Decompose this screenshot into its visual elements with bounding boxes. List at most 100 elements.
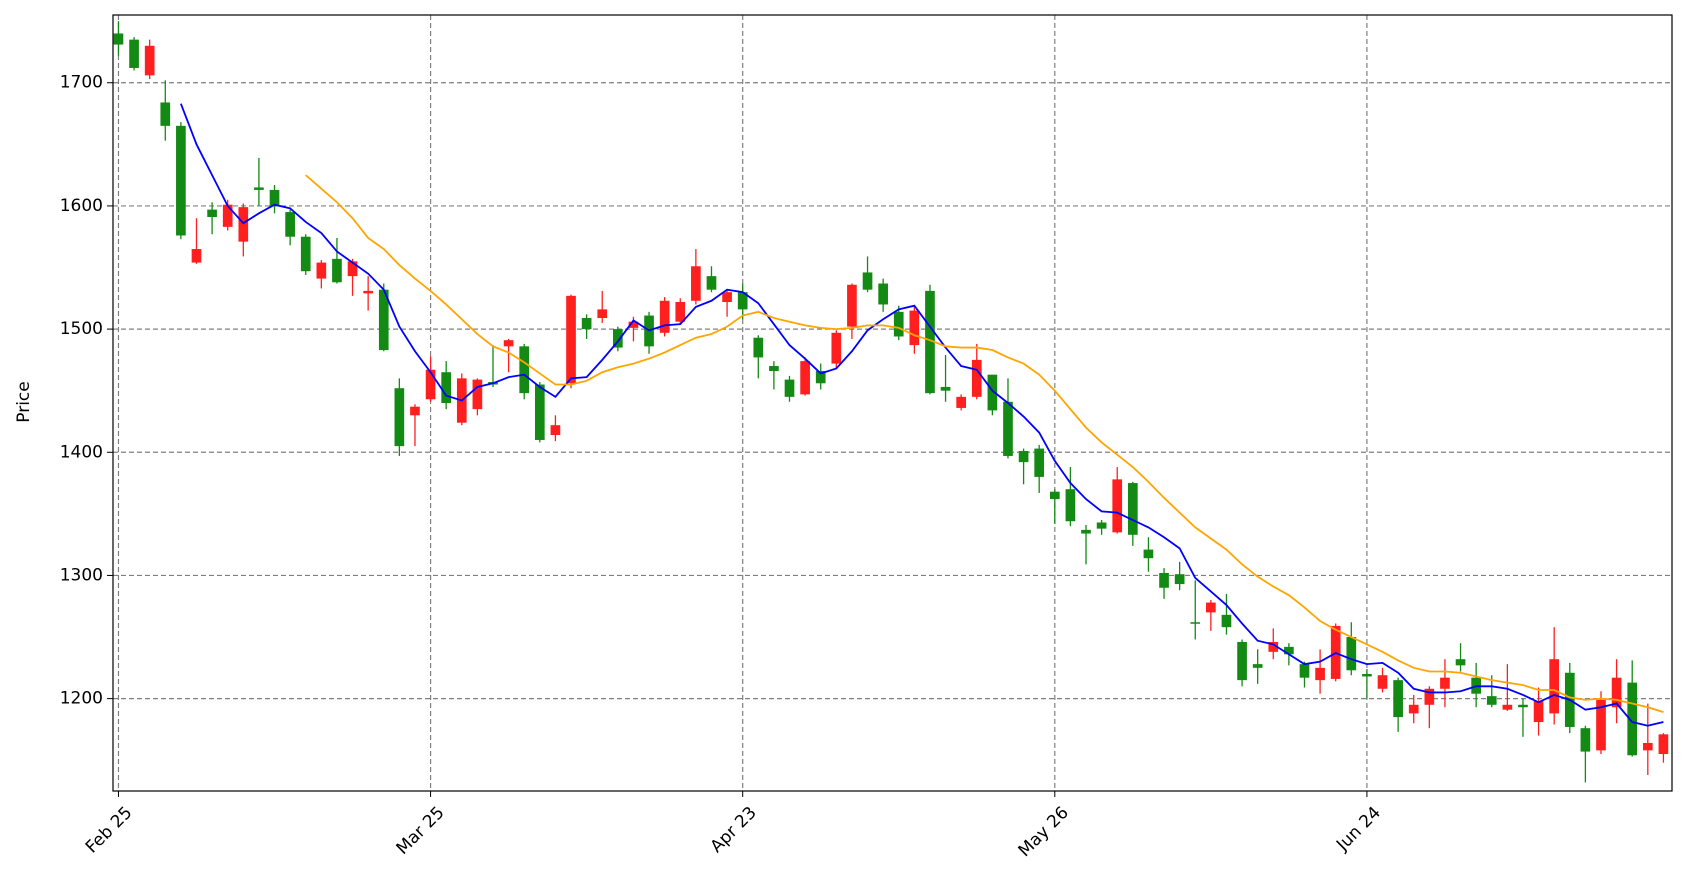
- candle-body: [893, 311, 904, 337]
- candle-body: [519, 346, 530, 394]
- candle-body: [1127, 483, 1138, 535]
- candle-body: [410, 406, 420, 416]
- candle-body: [1518, 704, 1528, 708]
- candle-body: [176, 125, 186, 236]
- candle-body: [847, 284, 857, 327]
- candle-body: [222, 204, 233, 227]
- candle-body: [1658, 734, 1669, 755]
- y-axis-label: Price: [14, 381, 34, 422]
- candle-body: [1315, 667, 1325, 681]
- candle-body: [659, 300, 670, 333]
- candle-body: [1346, 637, 1357, 671]
- candle-body: [581, 318, 592, 330]
- candle-body: [815, 370, 826, 384]
- candle-body: [1174, 574, 1185, 585]
- candle-body: [1237, 641, 1247, 681]
- candle-body: [566, 295, 576, 384]
- candle-body: [1018, 451, 1029, 463]
- candle-body: [1221, 614, 1232, 628]
- candle-body: [285, 212, 295, 237]
- candle-body: [1362, 673, 1372, 677]
- candle-body: [472, 379, 483, 410]
- candle-body: [1299, 664, 1310, 678]
- candle-body: [1486, 696, 1497, 705]
- candle-body: [956, 396, 967, 408]
- x-tick-label: May 26: [1015, 803, 1073, 861]
- candle-body: [207, 209, 217, 218]
- moving-average-line: [305, 174, 1664, 714]
- candle-body: [769, 366, 779, 371]
- candle-body: [1642, 742, 1653, 751]
- candle-body: [1393, 680, 1403, 718]
- candle-body: [909, 310, 920, 346]
- candle-body: [1049, 491, 1060, 500]
- candle-body: [1112, 479, 1123, 533]
- candle-body: [316, 262, 327, 279]
- candle-body: [332, 258, 342, 283]
- candle-body: [675, 301, 686, 322]
- candle-body: [971, 359, 982, 397]
- candle-body: [503, 340, 514, 347]
- candle-body: [940, 386, 951, 391]
- candle-body: [737, 292, 748, 310]
- candle-body: [1206, 602, 1216, 613]
- x-tick-label: Apr 23: [707, 803, 761, 857]
- candle-body: [1284, 646, 1294, 655]
- candle-body: [1408, 704, 1419, 714]
- candle-body: [1096, 522, 1107, 529]
- candle-body: [144, 45, 155, 76]
- y-tick-label: 1600: [60, 196, 103, 216]
- candle-body: [1580, 728, 1591, 752]
- candle-body: [1502, 704, 1513, 710]
- candle-body: [1268, 641, 1279, 652]
- y-tick-label: 1500: [60, 319, 103, 339]
- candle-body: [550, 425, 561, 436]
- candle-body: [925, 290, 935, 394]
- candle-body: [347, 261, 358, 277]
- candle-body: [1377, 675, 1388, 689]
- candle-body: [191, 249, 202, 263]
- candle-body: [1081, 529, 1091, 534]
- candle-body: [628, 321, 639, 328]
- moving-average-line: [180, 103, 1664, 727]
- candle-body: [300, 236, 311, 272]
- candle-body: [987, 374, 998, 411]
- candle-body: [878, 283, 888, 305]
- candle-body: [394, 388, 405, 447]
- x-tick-label: Jun 24: [1332, 803, 1385, 856]
- y-tick-label: 1700: [60, 73, 103, 93]
- candle-body: [441, 372, 452, 403]
- candle-body: [160, 102, 171, 126]
- candle-body: [1424, 688, 1435, 705]
- candle-body: [1627, 682, 1638, 756]
- candle-body: [1034, 448, 1045, 477]
- x-tick-label: Mar 25: [393, 803, 449, 859]
- candle-body: [363, 290, 373, 294]
- candle-body: [753, 337, 764, 358]
- candle-body: [378, 289, 389, 351]
- candle-body: [800, 361, 810, 395]
- candle-body: [113, 33, 124, 45]
- candle-body: [1455, 659, 1466, 666]
- candle-body: [269, 189, 280, 206]
- y-tick-label: 1200: [60, 689, 103, 709]
- candle-body: [1440, 677, 1450, 689]
- y-tick-label: 1400: [60, 442, 103, 462]
- candle-body: [831, 332, 842, 364]
- candle-body: [613, 329, 623, 348]
- x-tick-label: Feb 25: [82, 803, 137, 858]
- candle-body: [1533, 701, 1544, 723]
- candle-body: [706, 276, 717, 290]
- candle-body: [238, 207, 249, 242]
- candle-body: [691, 266, 701, 301]
- candle-body: [784, 379, 795, 397]
- plot-frame: [112, 14, 1673, 792]
- candle-body: [425, 369, 436, 400]
- candle-body: [1596, 699, 1606, 751]
- candle-body: [1143, 549, 1154, 559]
- candle-body: [862, 272, 873, 290]
- candle-body: [1159, 572, 1169, 588]
- y-tick-label: 1300: [60, 565, 103, 585]
- candle-body: [1252, 664, 1263, 668]
- candle-body: [1190, 622, 1201, 624]
